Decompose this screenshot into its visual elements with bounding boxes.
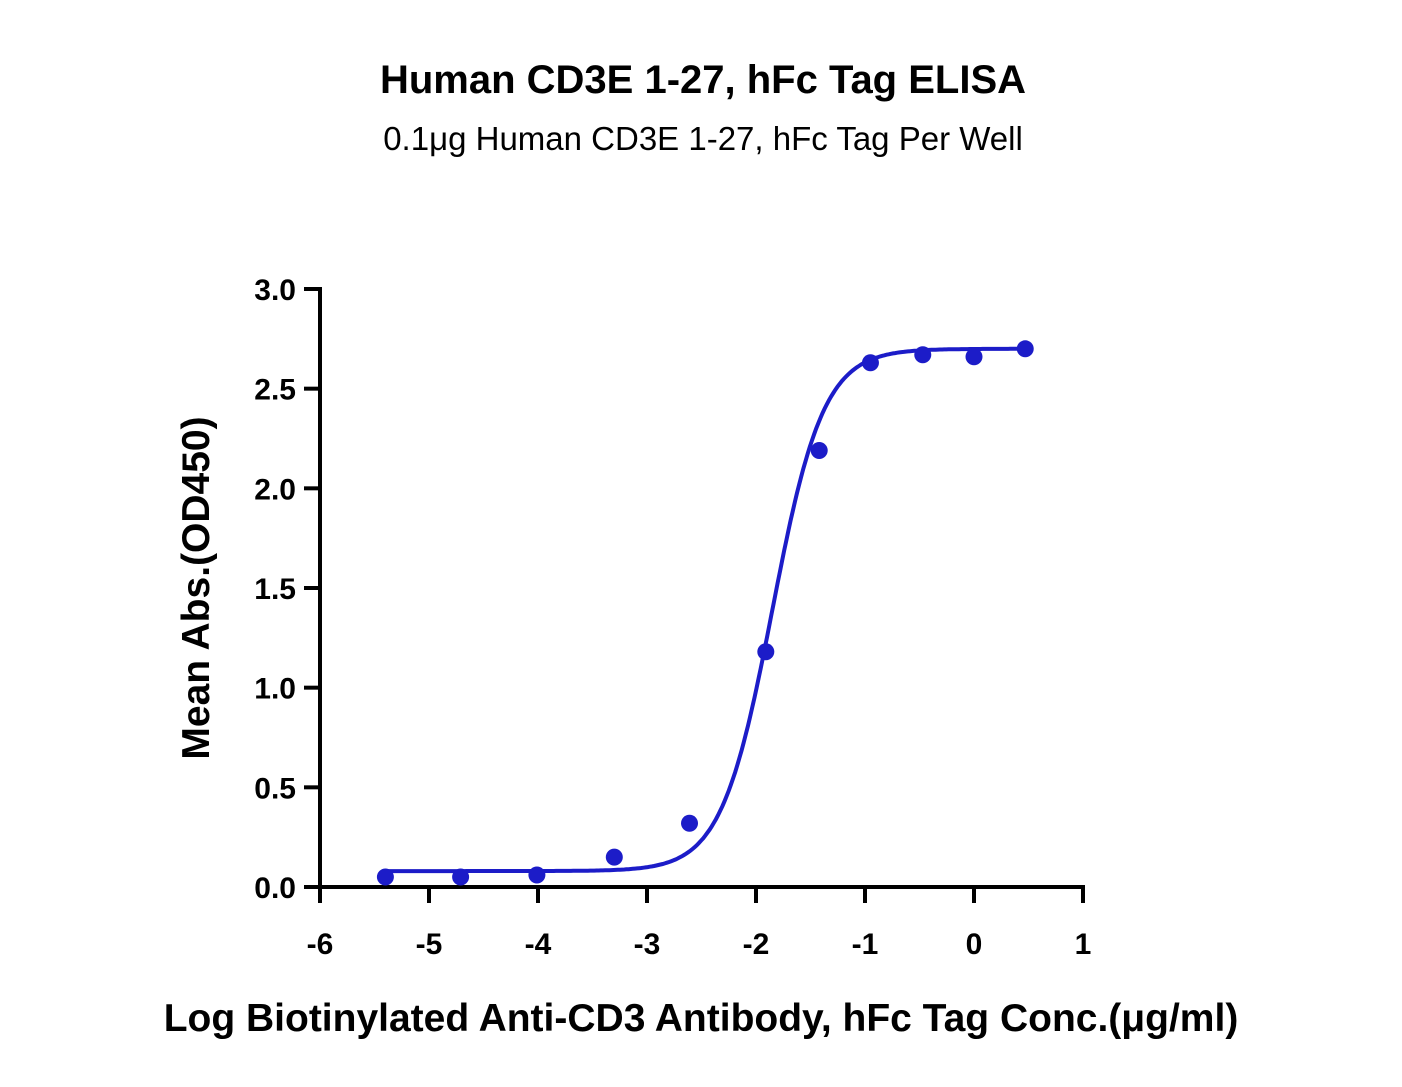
data-point (528, 866, 546, 884)
y-tick-label: 3.0 (254, 274, 296, 307)
data-point (681, 814, 699, 832)
x-axis-label: Log Biotinylated Anti-CD3 Antibody, hFc … (164, 997, 1239, 1040)
x-tick-label: -2 (743, 928, 770, 961)
chart-title: Human CD3E 1-27, hFc Tag ELISA (380, 58, 1026, 102)
x-tick-label: -1 (852, 928, 879, 961)
x-tick-label: 0 (966, 928, 983, 961)
x-tick-label: 1 (1075, 928, 1092, 961)
x-tick-label: -3 (634, 928, 661, 961)
x-tick-label: -4 (525, 928, 552, 961)
y-tick-label: 0.0 (254, 872, 296, 905)
data-point (1016, 340, 1034, 358)
y-tick-label: 0.5 (254, 772, 296, 805)
data-point (605, 848, 623, 866)
y-tick-label: 2.0 (254, 473, 296, 506)
y-axis-label: Mean Abs.(OD450) (175, 416, 218, 759)
x-tick-label: -5 (416, 928, 443, 961)
x-tick-label: -6 (307, 928, 334, 961)
data-point (914, 346, 932, 364)
y-tick-label: 1.5 (254, 573, 296, 606)
y-tick-label: 2.5 (254, 374, 296, 407)
chart-subtitle: 0.1μg Human CD3E 1-27, hFc Tag Per Well (383, 120, 1023, 157)
data-point (757, 643, 775, 661)
data-point (376, 868, 394, 886)
data-point (861, 354, 879, 372)
y-tick-label: 1.0 (254, 673, 296, 706)
data-point (965, 348, 983, 366)
data-point (810, 441, 828, 459)
data-point (452, 868, 470, 886)
fit-curve (385, 346, 1026, 874)
